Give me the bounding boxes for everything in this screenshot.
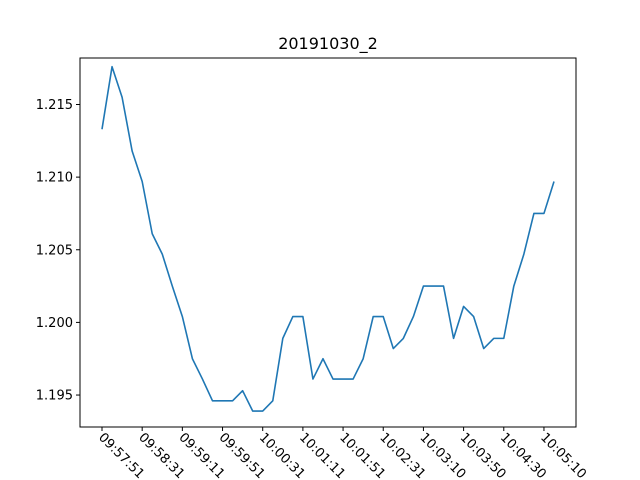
data-point [141,180,144,183]
data-point [251,410,254,413]
y-tick-label: 1.200 [36,316,73,331]
data-point [342,378,345,381]
data-point [422,285,425,288]
data-point [241,389,244,392]
data-point [452,337,455,340]
data-point [301,315,304,318]
data-point [482,347,485,350]
data-point [392,347,395,350]
data-point [111,65,114,68]
data-point [321,357,324,360]
data-point [211,399,214,402]
data-point [412,315,415,318]
data-point [231,399,234,402]
data-point [512,285,515,288]
data-point [542,212,545,215]
y-tick-label: 1.210 [36,171,73,186]
data-point [372,315,375,318]
series-line [101,65,555,412]
data-point [502,337,505,340]
data-point [171,285,174,288]
data-point [151,232,154,235]
data-point [492,337,495,340]
data-point [532,212,535,215]
data-point [462,305,465,308]
data-point [382,315,385,318]
data-point [191,357,194,360]
data-point [442,285,445,288]
y-tick-label: 1.215 [36,98,73,113]
data-point [261,410,264,413]
data-point [131,149,134,152]
data-point [432,285,435,288]
data-point [311,378,314,381]
data-point [161,253,164,256]
chart-title: 20191030_2 [278,34,378,54]
data-point [181,315,184,318]
data-point [291,315,294,318]
data-point [121,96,124,99]
data-point [522,253,525,256]
y-tick-label: 1.195 [36,389,73,404]
data-point [553,180,556,183]
y-axis: 1.195 1.200 1.205 1.210 1.215 [36,98,80,404]
data-point [352,378,355,381]
plot-area [101,65,556,413]
data-point [221,399,224,402]
data-point [402,337,405,340]
data-point [332,378,335,381]
data-point [271,399,274,402]
x-axis: 09:57:5109:58:3109:59:1109:59:5110:00:31… [95,427,589,480]
data-point [201,378,204,381]
axes-frame [79,57,577,428]
data-point [101,128,104,131]
y-tick-label: 1.205 [36,243,73,258]
data-point [362,357,365,360]
data-point [281,337,284,340]
data-point [472,315,475,318]
